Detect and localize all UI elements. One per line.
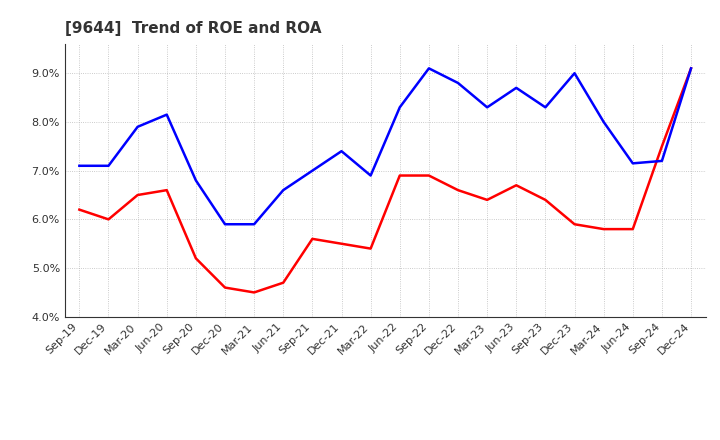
ROE	[541, 197, 550, 202]
ROA	[395, 105, 404, 110]
ROE	[629, 227, 637, 232]
ROE	[104, 217, 113, 222]
ROE	[395, 173, 404, 178]
ROA	[75, 163, 84, 169]
ROA	[541, 105, 550, 110]
ROA	[192, 178, 200, 183]
ROE	[599, 227, 608, 232]
ROA	[570, 70, 579, 76]
ROA	[104, 163, 113, 169]
ROE	[512, 183, 521, 188]
ROA	[629, 161, 637, 166]
ROA	[454, 81, 462, 86]
ROA	[220, 222, 229, 227]
ROE	[657, 143, 666, 149]
ROA	[366, 173, 375, 178]
ROA	[599, 119, 608, 125]
ROE	[425, 173, 433, 178]
ROE	[192, 256, 200, 261]
ROA	[163, 112, 171, 117]
ROE	[454, 187, 462, 193]
ROA	[133, 124, 142, 129]
ROA	[512, 85, 521, 91]
ROA	[250, 222, 258, 227]
ROE	[570, 222, 579, 227]
ROE	[133, 192, 142, 198]
Line: ROA: ROA	[79, 68, 691, 224]
ROA	[483, 105, 492, 110]
ROA	[279, 187, 287, 193]
ROE	[250, 290, 258, 295]
Text: [9644]  Trend of ROE and ROA: [9644] Trend of ROE and ROA	[65, 21, 321, 36]
Line: ROE: ROE	[79, 68, 691, 293]
ROE	[279, 280, 287, 285]
ROE	[220, 285, 229, 290]
ROE	[75, 207, 84, 212]
ROA	[425, 66, 433, 71]
ROE	[366, 246, 375, 251]
ROE	[687, 66, 696, 71]
ROA	[687, 66, 696, 71]
ROE	[163, 187, 171, 193]
ROE	[483, 197, 492, 202]
ROA	[308, 168, 317, 173]
ROE	[337, 241, 346, 246]
ROA	[337, 149, 346, 154]
ROE	[308, 236, 317, 242]
ROA	[657, 158, 666, 164]
